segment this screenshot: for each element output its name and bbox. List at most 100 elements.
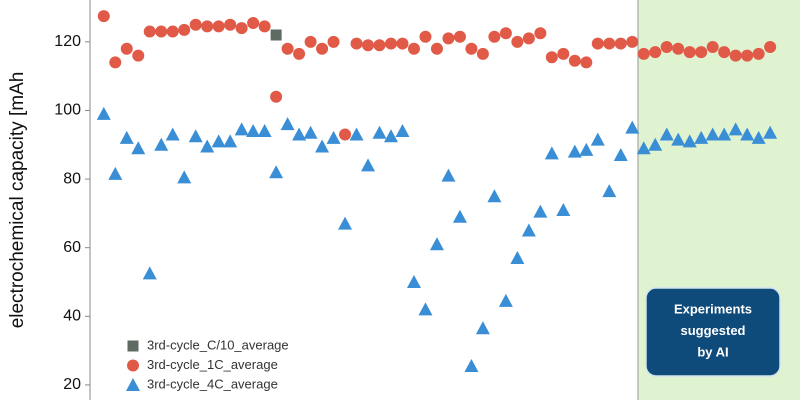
- data-point: [729, 49, 742, 62]
- annotation-box: [645, 287, 781, 377]
- data-point: [579, 142, 594, 156]
- data-point: [671, 132, 686, 146]
- data-point: [499, 27, 512, 40]
- data-point: [189, 18, 202, 31]
- data-point: [603, 37, 616, 50]
- data-point: [452, 209, 467, 223]
- data-point: [567, 144, 582, 158]
- data-point: [465, 42, 478, 55]
- data-point: [143, 25, 156, 38]
- data-point: [476, 47, 489, 60]
- data-point: [430, 42, 443, 55]
- data-point: [751, 130, 766, 144]
- data-point: [534, 27, 547, 40]
- data-point: [372, 125, 387, 139]
- legend-label: 3rd-cycle_C/10_average: [147, 337, 289, 352]
- data-point: [718, 46, 731, 59]
- data-point: [717, 127, 732, 141]
- data-point: [270, 29, 282, 41]
- data-point: [706, 40, 719, 53]
- y-tick-label: 100: [54, 102, 81, 119]
- data-point: [201, 20, 214, 33]
- data-point: [142, 266, 157, 280]
- data-point: [395, 124, 410, 138]
- data-point: [223, 134, 238, 148]
- y-tick-label: 20: [63, 376, 81, 393]
- data-point: [166, 25, 179, 38]
- annotation-text: suggested: [680, 323, 745, 338]
- data-point: [177, 170, 192, 184]
- data-point: [178, 23, 191, 36]
- data-point: [384, 129, 399, 143]
- data-point: [257, 124, 272, 138]
- data-point: [556, 202, 571, 216]
- data-point: [511, 35, 524, 48]
- data-point: [487, 189, 502, 203]
- data-point: [728, 122, 743, 136]
- data-point: [682, 134, 697, 148]
- data-point: [132, 49, 145, 62]
- data-point: [108, 166, 123, 180]
- data-point: [590, 132, 605, 146]
- data-point: [498, 293, 513, 307]
- data-point: [224, 18, 237, 31]
- data-point: [660, 40, 673, 53]
- data-point: [303, 125, 318, 139]
- data-point: [154, 137, 169, 151]
- data-point: [292, 127, 307, 141]
- data-point: [293, 47, 306, 60]
- legend-marker: [127, 359, 139, 372]
- legend-marker: [126, 378, 140, 391]
- data-point: [235, 22, 248, 35]
- data-point: [362, 39, 375, 52]
- data-point: [315, 139, 330, 153]
- data-point: [580, 56, 593, 69]
- data-point: [614, 37, 627, 50]
- data-point: [280, 117, 295, 131]
- data-point: [119, 130, 134, 144]
- data-point: [441, 168, 456, 182]
- data-point: [533, 204, 548, 218]
- data-point: [361, 158, 376, 172]
- data-point: [419, 30, 432, 43]
- data-point: [396, 37, 409, 50]
- data-point: [339, 128, 352, 141]
- data-point: [350, 37, 363, 50]
- data-point: [740, 127, 755, 141]
- data-point: [373, 39, 386, 52]
- data-point: [406, 274, 421, 288]
- data-point: [613, 148, 628, 162]
- annotation-text: by AI: [697, 344, 728, 359]
- data-point: [510, 250, 525, 264]
- data-point: [636, 141, 651, 155]
- data-point: [281, 42, 294, 55]
- legend-marker: [127, 340, 139, 352]
- data-point: [212, 20, 225, 33]
- data-point: [522, 32, 535, 45]
- data-point: [327, 35, 340, 48]
- data-point: [338, 216, 353, 230]
- data-point: [270, 90, 283, 103]
- data-point: [475, 321, 490, 335]
- y-tick-label: 80: [63, 170, 81, 187]
- data-point: [97, 10, 110, 23]
- data-point: [683, 46, 696, 59]
- data-point: [672, 42, 685, 55]
- data-point: [155, 25, 168, 38]
- legend-label: 3rd-cycle_1C_average: [147, 357, 278, 372]
- data-point: [694, 130, 709, 144]
- data-point: [705, 127, 720, 141]
- data-point: [96, 106, 111, 120]
- data-point: [625, 120, 640, 134]
- data-point: [648, 137, 663, 151]
- y-tick-label: 60: [63, 239, 81, 256]
- data-point: [349, 127, 364, 141]
- data-point: [234, 122, 249, 136]
- data-point: [429, 237, 444, 251]
- data-point: [637, 47, 650, 60]
- data-point: [131, 141, 146, 155]
- data-point: [188, 129, 203, 143]
- data-point: [557, 47, 570, 60]
- data-point: [385, 37, 398, 50]
